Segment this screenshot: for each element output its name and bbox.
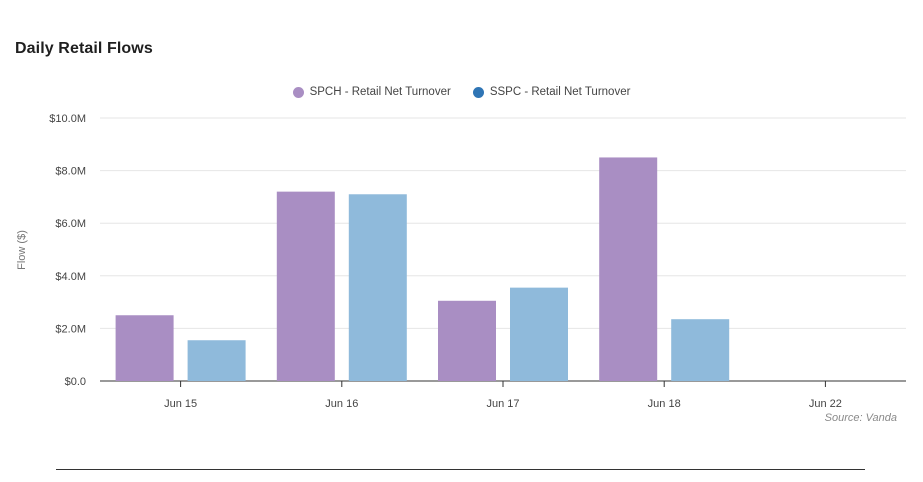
- x-tick-label: Jun 15: [164, 398, 197, 410]
- y-tick-label: $0.0: [65, 376, 86, 388]
- chart-legend: SPCH - Retail Net Turnover SSPC - Retail…: [0, 86, 923, 98]
- x-tick-label: Jun 22: [809, 398, 842, 410]
- y-tick-label: $6.0M: [55, 218, 86, 230]
- y-tick-label: $4.0M: [55, 271, 86, 283]
- x-tick-label: Jun 17: [486, 398, 519, 410]
- x-tick-label: Jun 18: [648, 398, 681, 410]
- chart-title: Daily Retail Flows: [15, 40, 153, 57]
- legend-marker-sspc: [472, 86, 484, 98]
- bar-spch[interactable]: [438, 300, 496, 381]
- y-tick-label: $8.0M: [55, 166, 86, 178]
- legend-label-sspc: SSPC - Retail Net Turnover: [489, 86, 631, 98]
- bar-sspc[interactable]: [187, 340, 246, 381]
- bar-spch[interactable]: [276, 191, 335, 381]
- bar-spch[interactable]: [115, 315, 174, 381]
- legend-label-spch: SPCH - Retail Net Turnover: [309, 86, 451, 98]
- x-tick-label: Jun 16: [325, 398, 358, 410]
- legend-item-spch[interactable]: SPCH - Retail Net Turnover: [292, 86, 451, 98]
- bar-sspc[interactable]: [671, 319, 730, 381]
- legend-marker-spch: [292, 86, 304, 98]
- y-tick-label: $2.0M: [55, 323, 86, 335]
- bar-sspc[interactable]: [510, 287, 568, 381]
- y-tick-label: $10.0M: [49, 113, 86, 125]
- bar-spch[interactable]: [599, 157, 658, 381]
- bar-sspc[interactable]: [348, 194, 407, 381]
- bottom-divider: [56, 469, 865, 470]
- legend-item-sspc[interactable]: SSPC - Retail Net Turnover: [472, 86, 631, 98]
- source-note: Source: Vanda: [824, 412, 897, 424]
